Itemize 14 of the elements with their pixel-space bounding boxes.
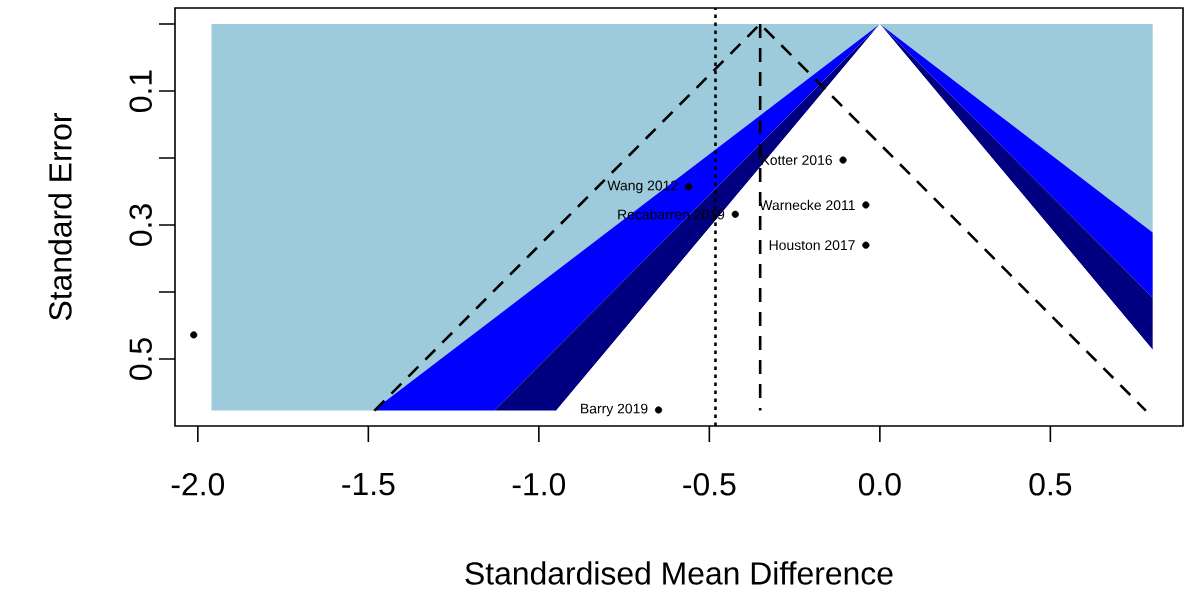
x-tick-label: 0.0	[858, 473, 901, 496]
x-tick-label: -1.0	[512, 473, 566, 496]
x-tick-label: -0.5	[683, 473, 736, 496]
x-tick-label: -1.5	[342, 473, 395, 496]
data-label: Warnecke 2011	[759, 199, 855, 211]
x-tick-label: -2.0	[171, 473, 225, 496]
y-tick-label: 0.5	[129, 338, 152, 380]
x-tick-label: 0.5	[1029, 473, 1072, 496]
y-tick-label: 0.3	[129, 204, 152, 246]
y-axis-title: Standard Error	[48, 113, 72, 321]
data-label: Houston 2017	[769, 240, 855, 251]
x-axis-title: Standardised Mean Difference	[465, 561, 893, 585]
data-label: Barry 2019	[581, 403, 648, 417]
y-tick-label: 0.1	[129, 70, 152, 112]
